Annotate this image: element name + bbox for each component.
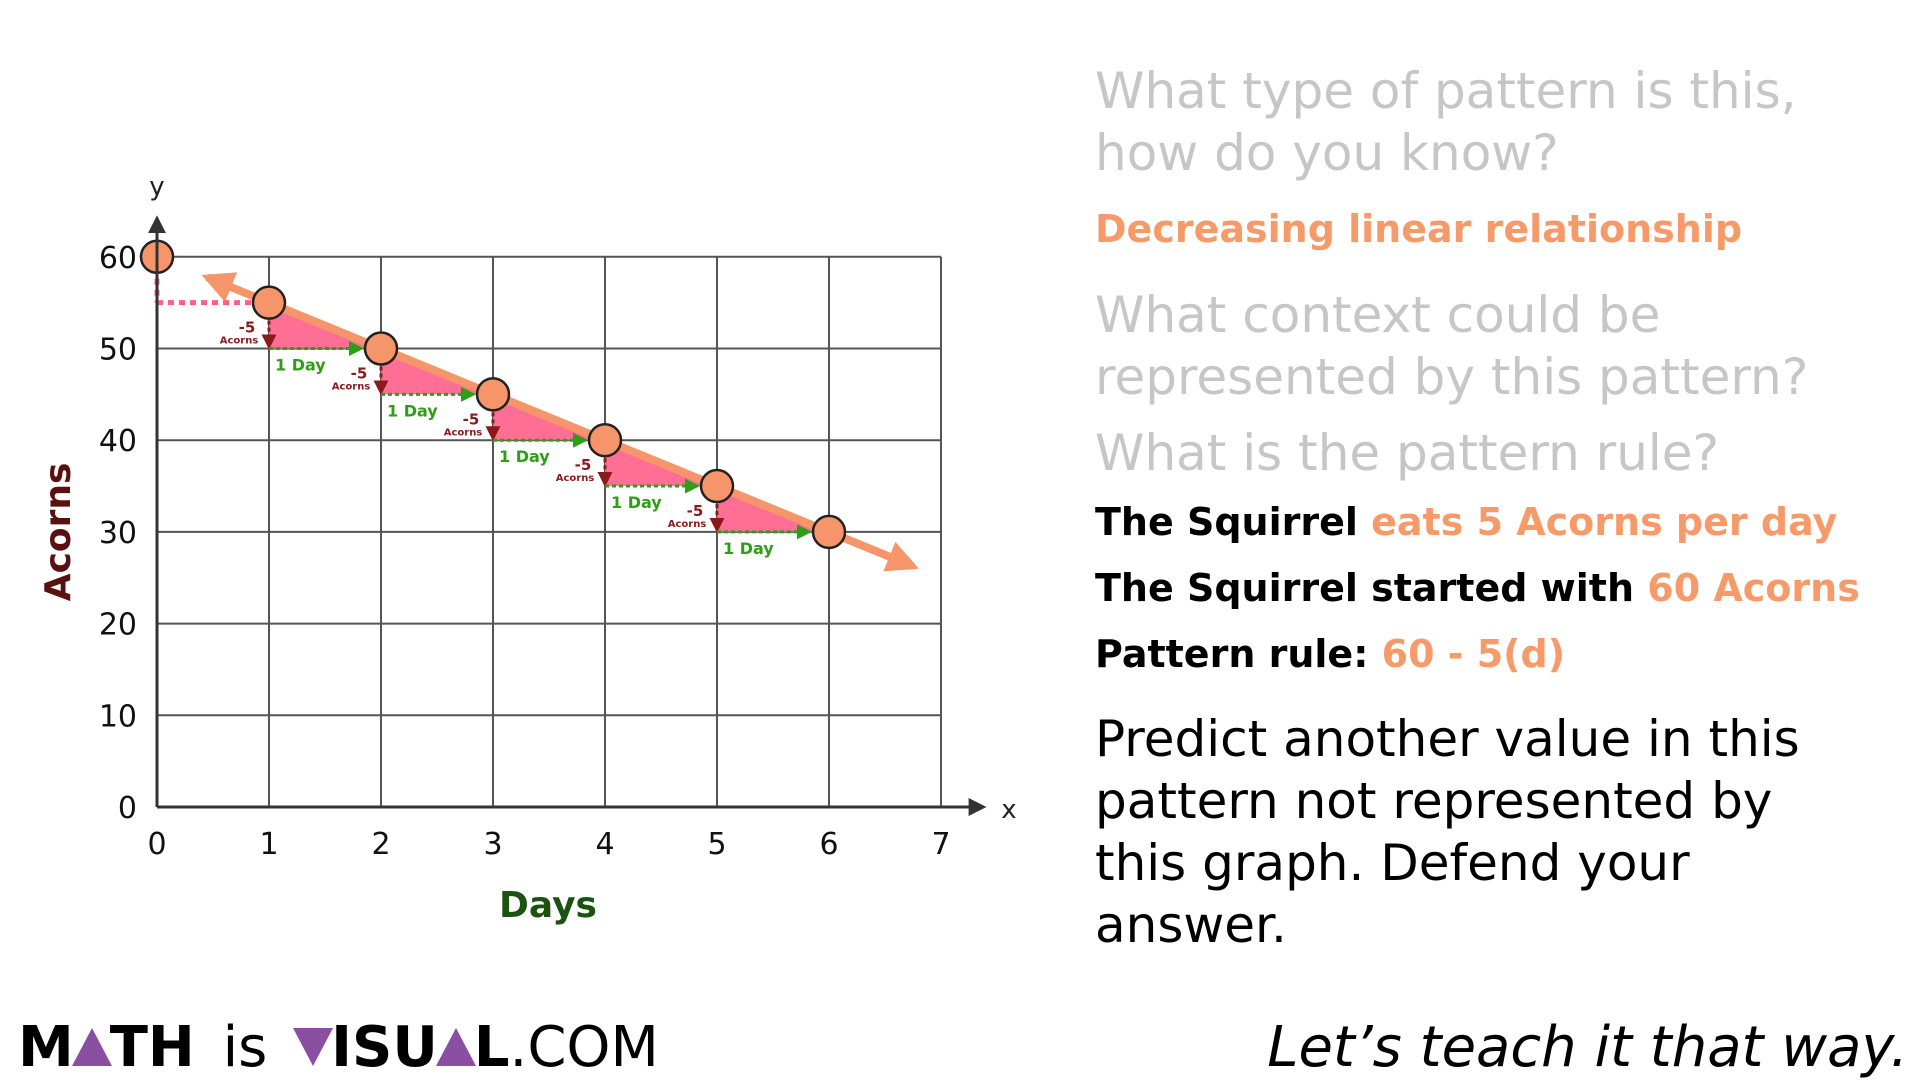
answer-start-value: 60 Acorns <box>1647 566 1860 610</box>
brand-l: L <box>473 1015 510 1080</box>
chart-axes <box>148 215 987 816</box>
brand-su: SU <box>352 1015 438 1080</box>
y-tick-label: 50 <box>99 333 137 368</box>
data-point <box>811 514 847 550</box>
change-label: -5 <box>575 456 592 474</box>
data-point <box>699 468 735 504</box>
x-axis-title: Days <box>499 885 597 926</box>
x-axis-letter: x <box>1001 795 1016 825</box>
brand-is: is <box>222 1015 268 1080</box>
run-label: 1 Day <box>723 539 774 558</box>
y-tick-label: 60 <box>99 241 137 276</box>
step-arrows <box>154 256 812 540</box>
question-pattern-type: What type of pattern is this, how do you… <box>1095 62 1797 182</box>
y-tick-label: 10 <box>99 699 137 734</box>
x-tick-label: 7 <box>931 827 950 862</box>
triangle-icon-2 <box>435 1028 476 1066</box>
y-axis-letter: y <box>149 172 164 202</box>
data-point <box>251 285 287 320</box>
x-tick-label: 6 <box>819 827 838 862</box>
brand-th: TH <box>109 1015 195 1080</box>
answer-start-subject: The Squirrel started with <box>1095 566 1635 610</box>
change-unit-label: Acorns <box>444 427 483 438</box>
y-axis-title: Acorns <box>38 463 79 602</box>
answer-start: The Squirrel started with 60 Acorns <box>1095 566 1860 610</box>
run-label: 1 Day <box>499 447 550 466</box>
question-pattern-rule: What is the pattern rule? <box>1095 424 1720 482</box>
change-unit-label: Acorns <box>668 519 707 530</box>
tagline: Let’s teach it that way. <box>1267 1015 1908 1080</box>
question-context: What context could be represented by thi… <box>1095 286 1809 406</box>
data-point <box>363 331 399 366</box>
y-tick-label: 30 <box>99 516 137 551</box>
change-label: -5 <box>687 502 704 520</box>
answer-rule: Pattern rule: 60 - 5(d) <box>1095 632 1565 676</box>
data-point <box>587 422 623 458</box>
brand-m: M <box>18 1015 74 1080</box>
change-label: -5 <box>463 410 480 428</box>
run-label: 1 Day <box>387 401 438 420</box>
answer-rule-label: Pattern rule: <box>1095 632 1369 676</box>
answer-rate-subject: The Squirrel <box>1095 500 1358 544</box>
brand-com: .COM <box>509 1015 659 1080</box>
x-tick-label: 4 <box>595 827 614 862</box>
change-label: -5 <box>351 365 368 383</box>
change-unit-label: Acorns <box>332 382 371 393</box>
y-tick-label: 40 <box>99 424 137 459</box>
run-label: 1 Day <box>275 356 326 375</box>
change-unit-label: Acorns <box>220 336 259 347</box>
answer-rate: The Squirrel eats 5 Acorns per day <box>1095 500 1837 544</box>
y-tick-label: 0 <box>118 791 137 826</box>
predict-prompt: Predict another value in this pattern no… <box>1095 710 1800 954</box>
brand-logo: M TH is ISU L.COM <box>18 1015 659 1080</box>
x-tick-label: 0 <box>147 827 166 862</box>
change-unit-label: Acorns <box>556 473 595 484</box>
trend-arrow <box>201 272 919 572</box>
x-tick-label: 3 <box>483 827 502 862</box>
answer-pattern-type: Decreasing linear relationship <box>1095 207 1743 251</box>
run-label: 1 Day <box>611 493 662 512</box>
data-point <box>475 377 511 412</box>
triangle-icon <box>71 1028 112 1066</box>
answer-rate-value: eats 5 Acorns per day <box>1371 500 1838 544</box>
y-tick-label: 20 <box>99 608 137 643</box>
inverted-triangle-icon <box>293 1028 334 1066</box>
brand-i: I <box>331 1015 353 1080</box>
x-tick-label: 5 <box>707 827 726 862</box>
answer-rule-value: 60 - 5(d) <box>1381 632 1566 676</box>
x-tick-label: 2 <box>371 827 390 862</box>
x-tick-label: 1 <box>259 827 278 862</box>
change-label: -5 <box>239 319 256 337</box>
trend-line <box>201 272 919 572</box>
